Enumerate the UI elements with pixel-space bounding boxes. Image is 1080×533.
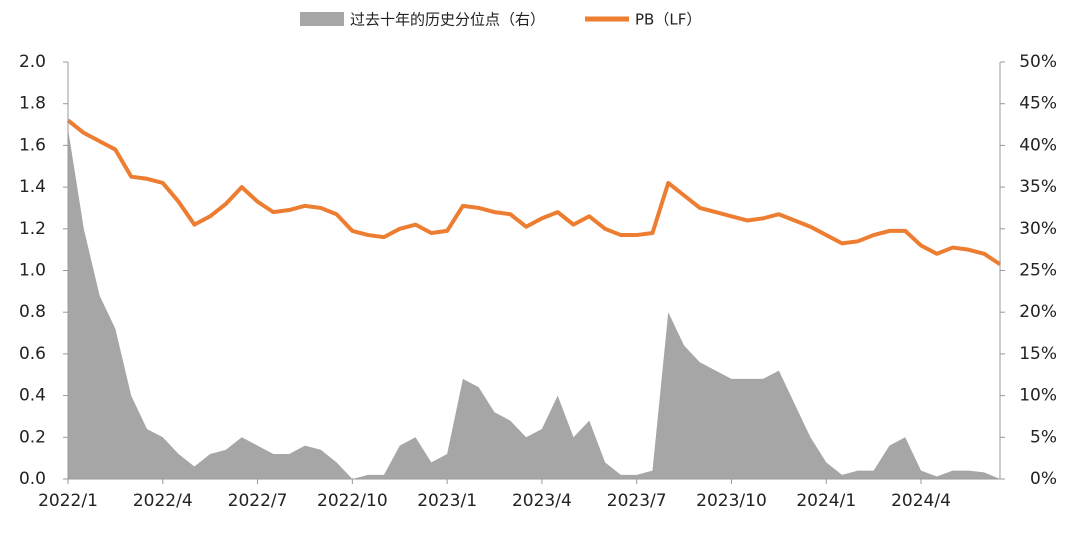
y-tick-label: 1.4 xyxy=(19,177,46,197)
y2-tick-label: 40% xyxy=(1019,135,1057,155)
y-tick-label: 1.0 xyxy=(19,261,46,281)
y2-tick-label: 30% xyxy=(1019,219,1057,239)
y2-tick-label: 50% xyxy=(1019,52,1057,72)
x-tick-label: 2023/7 xyxy=(607,491,667,511)
y-tick-label: 1.8 xyxy=(19,94,46,114)
pb-line xyxy=(66,118,1002,266)
x-tick-label: 2023/4 xyxy=(512,491,572,511)
y-tick-label: 1.6 xyxy=(19,135,46,155)
legend-label: PB（LF） xyxy=(635,11,701,29)
x-tick-label: 2022/10 xyxy=(317,491,388,511)
y2-tick-label: 15% xyxy=(1019,344,1057,364)
x-tick-label: 2022/7 xyxy=(228,491,288,511)
y-tick-label: 0.6 xyxy=(19,344,46,364)
y-tick-label: 1.2 xyxy=(19,219,46,239)
percentile-area xyxy=(68,128,1000,479)
y-tick-label: 0.0 xyxy=(19,469,46,489)
y2-tick-label: 25% xyxy=(1019,261,1057,281)
y2-tick-label: 5% xyxy=(1030,427,1057,447)
y-tick-label: 2.0 xyxy=(19,52,46,72)
x-tick-label: 2023/10 xyxy=(696,491,767,511)
y2-tick-label: 0% xyxy=(1030,469,1057,489)
y-tick-label: 0.2 xyxy=(19,427,46,447)
y-tick-label: 0.8 xyxy=(19,302,46,322)
y2-tick-label: 20% xyxy=(1019,302,1057,322)
y2-tick-label: 35% xyxy=(1019,177,1057,197)
y-tick-label: 0.4 xyxy=(19,386,46,406)
y2-tick-label: 45% xyxy=(1019,94,1057,114)
x-tick-label: 2024/1 xyxy=(796,491,856,511)
y2-tick-label: 10% xyxy=(1019,386,1057,406)
x-tick-label: 2022/4 xyxy=(133,491,193,511)
legend-swatch xyxy=(300,12,344,26)
legend-label: 过去十年的历史分位点（右） xyxy=(350,11,545,29)
x-tick-label: 2022/1 xyxy=(38,491,98,511)
legend: 过去十年的历史分位点（右） PB（LF） xyxy=(300,11,701,29)
x-tick-label: 2024/4 xyxy=(891,491,951,511)
x-tick-label: 2023/1 xyxy=(417,491,477,511)
